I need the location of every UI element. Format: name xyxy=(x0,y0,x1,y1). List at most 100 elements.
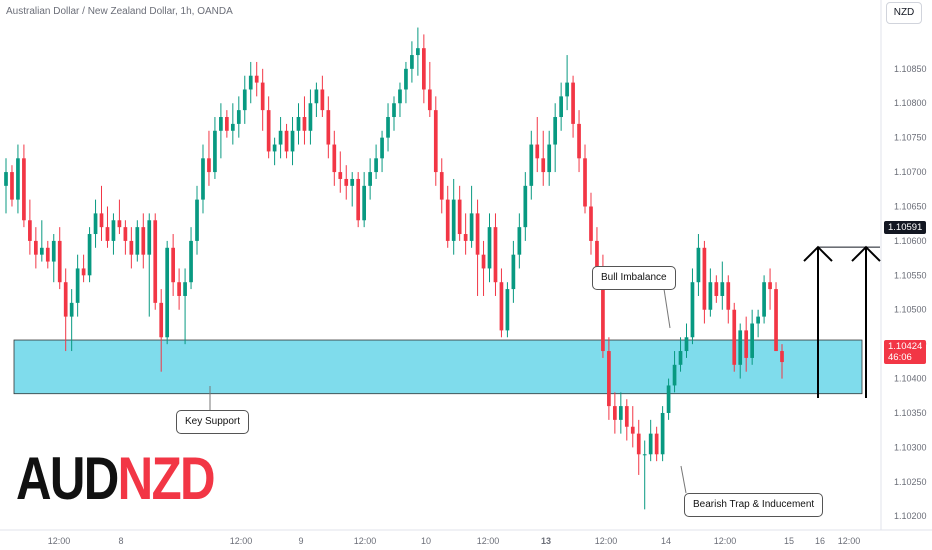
candle-body xyxy=(744,330,749,358)
candle xyxy=(63,268,68,352)
candle xyxy=(4,158,8,214)
candle xyxy=(744,316,749,372)
candle-body xyxy=(266,110,271,152)
candle-body xyxy=(147,220,152,255)
candle xyxy=(266,96,271,159)
candle-body xyxy=(308,103,313,131)
candle xyxy=(356,172,361,228)
candle-body xyxy=(601,268,605,352)
candle-body xyxy=(672,364,677,386)
candle xyxy=(547,130,552,186)
candle xyxy=(445,185,450,248)
candle xyxy=(236,96,241,138)
chart-title: Australian Dollar / New Zealand Dollar, … xyxy=(6,6,233,17)
candle-body xyxy=(666,385,671,413)
candle xyxy=(75,254,80,317)
candle-body xyxy=(69,302,74,317)
candle xyxy=(589,192,593,255)
key-support-callout: Key Support xyxy=(176,410,250,434)
x-tick-label: 12:00 xyxy=(595,536,618,546)
candle-body xyxy=(720,282,725,296)
candle xyxy=(260,68,265,131)
candle xyxy=(165,240,170,345)
candle xyxy=(708,268,713,317)
y-tick-label: 1.10550 xyxy=(894,270,927,280)
candle xyxy=(386,103,390,152)
candle xyxy=(51,234,56,283)
candle xyxy=(583,144,587,214)
x-tick-label: 10 xyxy=(421,536,431,546)
candle xyxy=(672,351,677,393)
candle-body xyxy=(427,89,432,111)
candle-body xyxy=(39,247,44,255)
candle xyxy=(195,185,199,255)
candle-body xyxy=(195,199,199,241)
candle-body xyxy=(183,282,187,296)
candle xyxy=(439,158,444,214)
candle-body xyxy=(696,247,701,283)
candle-body xyxy=(451,199,456,241)
candle-body xyxy=(10,172,14,200)
candle xyxy=(565,55,569,111)
symbol-watermark: AUDNZD xyxy=(16,444,216,514)
annotation-lines xyxy=(209,245,881,494)
candle xyxy=(147,213,152,317)
candle xyxy=(141,213,146,269)
candle-body xyxy=(762,282,766,317)
candle-body xyxy=(642,454,647,456)
candle-body xyxy=(362,185,367,221)
candle xyxy=(248,61,253,104)
candle-body xyxy=(738,330,743,365)
candle xyxy=(487,213,492,283)
symbol-base: AUD xyxy=(16,445,119,512)
candle-body xyxy=(290,130,295,152)
candle xyxy=(33,227,38,269)
candle xyxy=(69,289,74,352)
x-tick-label: 12:00 xyxy=(838,536,861,546)
candle-body xyxy=(732,309,737,365)
candle-body xyxy=(28,220,32,241)
x-tick-label: 16 xyxy=(815,536,825,546)
candle xyxy=(159,289,164,372)
candle-body xyxy=(624,406,629,427)
x-tick-label: 12:00 xyxy=(48,536,71,546)
candle-body xyxy=(469,213,474,241)
current-price-tag: 1.10424 46:06 xyxy=(884,340,927,364)
candle xyxy=(648,419,653,462)
x-tick-label: 9 xyxy=(298,536,303,546)
y-tick-label: 1.10500 xyxy=(894,305,927,315)
candle-body xyxy=(99,213,104,228)
y-tick-label: 1.10650 xyxy=(894,201,927,211)
candle xyxy=(39,220,44,262)
y-tick-label: 1.10750 xyxy=(894,133,927,143)
candle-body xyxy=(219,117,223,131)
candle xyxy=(654,426,659,462)
candle-body xyxy=(81,268,86,276)
candle-body xyxy=(780,351,784,363)
candle-body xyxy=(75,268,80,303)
candle-body xyxy=(272,144,277,152)
candle-body xyxy=(278,130,283,145)
candle xyxy=(613,392,617,434)
candle-body xyxy=(571,82,575,124)
candle-body xyxy=(541,158,546,173)
currency-selector[interactable]: NZD xyxy=(886,2,922,24)
up-arrow-head xyxy=(851,245,881,262)
candle-body xyxy=(565,82,569,97)
candle-body xyxy=(398,89,402,104)
candle xyxy=(421,34,426,104)
candle-body xyxy=(463,234,468,241)
candle-body xyxy=(141,227,146,255)
candle xyxy=(350,172,355,207)
candle xyxy=(183,268,187,345)
candle-body xyxy=(630,426,635,434)
candle-body xyxy=(648,433,653,455)
candle-body xyxy=(380,137,384,159)
candle-body xyxy=(475,213,480,255)
candle xyxy=(427,61,432,118)
candle-body xyxy=(589,206,593,241)
x-tick-label: 12:00 xyxy=(354,536,377,546)
candle-body xyxy=(708,282,713,310)
candle-body xyxy=(404,68,408,90)
candle-body xyxy=(392,103,396,118)
